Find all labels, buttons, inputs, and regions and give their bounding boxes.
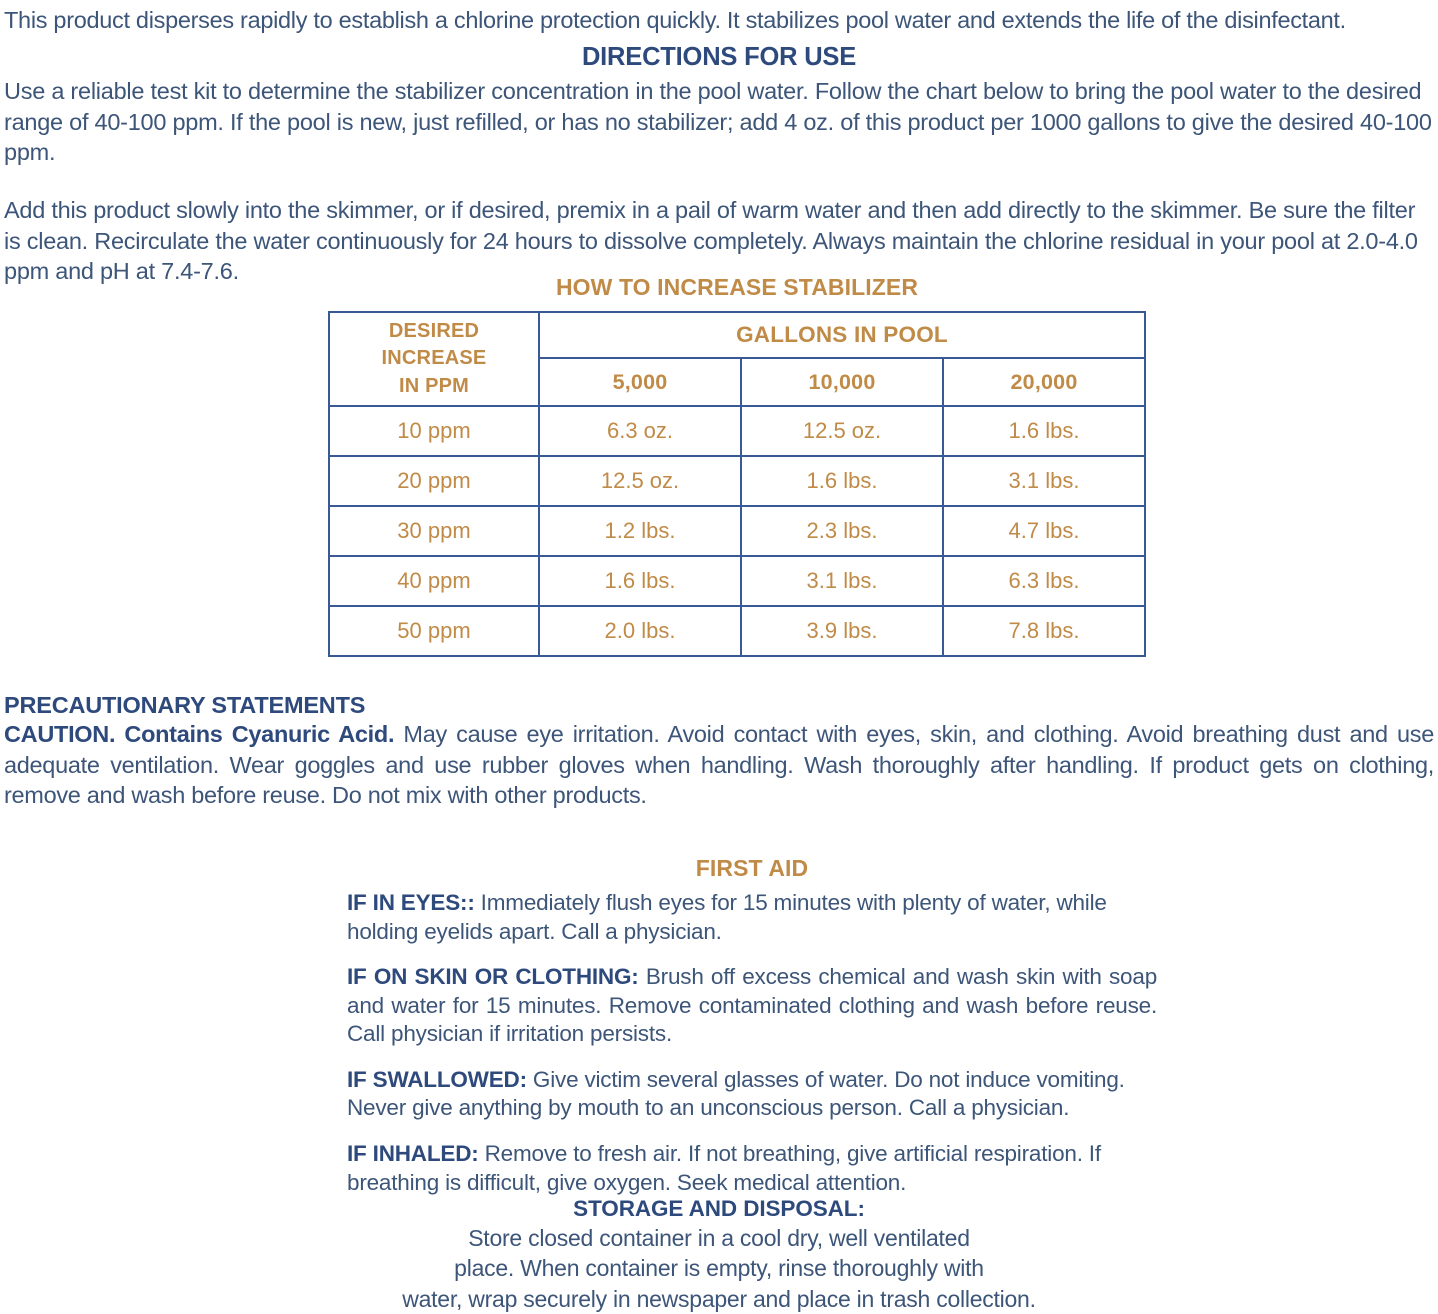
first-aid-title: FIRST AID — [695, 855, 809, 881]
table-row-header-label: DESIRED INCREASE IN PPM — [328, 311, 540, 407]
table-cell-20000: 4.7 lbs. — [942, 505, 1146, 557]
directions-paragraph-1: Use a reliable test kit to determine the… — [4, 78, 1432, 166]
table-header-row-sizes: 5,000 10,000 20,000 — [329, 357, 1146, 407]
table-cell-20000: 3.1 lbs. — [942, 455, 1146, 507]
table-cell-10000: 2.3 lbs. — [740, 505, 944, 557]
table-cell-10000: 1.6 lbs. — [740, 455, 944, 507]
stabilizer-table-title: HOW TO INCREASE STABILIZER — [555, 274, 919, 300]
table-cell-20000: 6.3 lbs. — [942, 555, 1146, 607]
precautionary-body: CAUTION. Contains Cyanuric Acid. May cau… — [4, 719, 1434, 811]
directions-paragraph-2: Add this product slowly into the skimmer… — [4, 197, 1418, 285]
first-aid-item-eyes: IF IN EYES:: Immediately flush eyes for … — [347, 889, 1157, 946]
first-aid-text-inhaled: Remove to fresh air. If not breathing, g… — [347, 1140, 1101, 1195]
table-column-header-10000: 10,000 — [740, 357, 944, 407]
table-row: 30 ppm 1.2 lbs. 2.3 lbs. 4.7 lbs. — [328, 505, 1146, 557]
first-aid-text-eyes: Immediately flush eyes for 15 minutes wi… — [347, 890, 1107, 944]
directions-body: Use a reliable test kit to determine the… — [0, 76, 1438, 286]
table-cell-20000: 1.6 lbs. — [942, 405, 1146, 457]
stabilizer-table-container: DESIRED INCREASE IN PPM GALLONS IN POOL … — [328, 311, 1146, 657]
table-row: 50 ppm 2.0 lbs. 3.9 lbs. 7.8 lbs. — [328, 605, 1146, 657]
table-cell-10000: 3.1 lbs. — [740, 555, 944, 607]
precautionary-section: PRECAUTIONARY STATEMENTS CAUTION. Contai… — [4, 692, 1434, 811]
table-cell-ppm: 50 ppm — [328, 605, 540, 657]
caution-bold-text: CAUTION. Contains Cyanuric Acid. — [4, 721, 395, 747]
first-aid-label-swallowed: IF SWALLOWED: — [347, 1066, 527, 1092]
storage-disposal-section: STORAGE AND DISPOSAL: Store closed conta… — [0, 1196, 1438, 1314]
stabilizer-table: DESIRED INCREASE IN PPM GALLONS IN POOL … — [328, 311, 1146, 657]
first-aid-section: FIRST AID IF IN EYES:: Immediately flush… — [347, 855, 1157, 1197]
first-aid-label-skin: IF ON SKIN OR CLOTHING: — [347, 964, 639, 990]
table-cell-5000: 1.2 lbs. — [538, 505, 742, 557]
row-header-line-3: IN PPM — [398, 374, 470, 397]
table-cell-5000: 1.6 lbs. — [538, 555, 742, 607]
first-aid-text-skin: Brush off excess chemical and wash skin … — [347, 964, 1158, 1047]
intro-paragraph: This product disperses rapidly to establ… — [4, 7, 1346, 33]
first-aid-label-inhaled: IF INHALED: — [347, 1140, 479, 1166]
first-aid-item-swallowed: IF SWALLOWED: Give victim several glasse… — [347, 1066, 1157, 1123]
table-cell-10000: 3.9 lbs. — [740, 605, 944, 657]
first-aid-label-eyes: IF IN EYES:: — [347, 890, 475, 915]
table-cell-5000: 2.0 lbs. — [538, 605, 742, 657]
storage-disposal-heading: STORAGE AND DISPOSAL: — [573, 1196, 865, 1221]
table-cell-5000: 12.5 oz. — [538, 455, 742, 507]
table-cell-ppm: 20 ppm — [328, 455, 540, 507]
storage-disposal-body: Store closed container in a cool dry, we… — [0, 1223, 1438, 1314]
storage-line-1: Store closed container in a cool dry, we… — [468, 1225, 970, 1251]
table-cell-ppm: 10 ppm — [328, 405, 540, 457]
table-column-header-5000: 5,000 — [538, 357, 742, 407]
row-header-line-1: DESIRED — [388, 319, 480, 342]
directions-heading: DIRECTIONS FOR USE — [581, 43, 857, 72]
table-cell-5000: 6.3 oz. — [538, 405, 742, 457]
table-row: 20 ppm 12.5 oz. 1.6 lbs. 3.1 lbs. — [328, 455, 1146, 507]
table-header-row-group: DESIRED INCREASE IN PPM GALLONS IN POOL — [328, 311, 1146, 407]
first-aid-text-swallowed: Give victim several glasses of water. Do… — [347, 1066, 1125, 1121]
table-row: 10 ppm 6.3 oz. 12.5 oz. 1.6 lbs. — [328, 405, 1146, 457]
table-group-header-gallons: GALLONS IN POOL — [538, 311, 1146, 359]
table-cell-ppm: 30 ppm — [328, 505, 540, 557]
first-aid-item-skin: IF ON SKIN OR CLOTHING: Brush off excess… — [347, 963, 1157, 1049]
table-cell-ppm: 40 ppm — [328, 555, 540, 607]
caution-rest-text: May cause eye irritation. Avoid contact … — [4, 721, 1434, 809]
precautionary-heading: PRECAUTIONARY STATEMENTS — [4, 692, 366, 718]
table-cell-10000: 12.5 oz. — [740, 405, 944, 457]
table-column-header-20000: 20,000 — [942, 357, 1146, 407]
storage-line-2: place. When container is empty, rinse th… — [454, 1255, 984, 1282]
table-cell-20000: 7.8 lbs. — [942, 605, 1146, 657]
storage-line-3: water, wrap securely in newspaper and pl… — [402, 1285, 1036, 1312]
first-aid-item-inhaled: IF INHALED: Remove to fresh air. If not … — [347, 1140, 1157, 1197]
row-header-line-2: INCREASE — [381, 347, 487, 370]
table-row: 40 ppm 1.6 lbs. 3.1 lbs. 6.3 lbs. — [328, 555, 1146, 607]
